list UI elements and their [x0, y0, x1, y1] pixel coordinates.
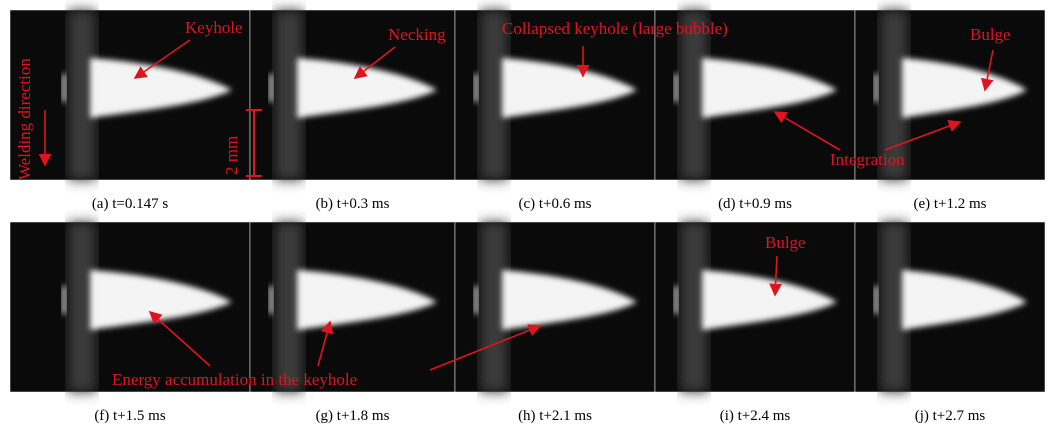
plate-edge	[474, 74, 478, 102]
annotation: Integration	[830, 150, 905, 169]
plate-edge	[674, 286, 678, 314]
caption: (f) t+1.5 ms	[94, 408, 166, 424]
annotation: Necking	[388, 25, 446, 44]
caption: (b) t+0.3 ms	[316, 196, 390, 212]
caption: (h) t+2.1 ms	[518, 408, 592, 424]
plate-edge	[874, 74, 878, 102]
caption: (a) t=0.147 s	[92, 196, 169, 212]
caption: (g) t+1.8 ms	[316, 408, 390, 424]
figure: (a) t=0.147 s (b) t+0.3 ms (c) t+0.6 ms (d)…	[0, 0, 1051, 432]
plate-edge	[474, 286, 478, 314]
annotation: Bulge	[765, 233, 806, 252]
panels: (a) t=0.147 s (b) t+0.3 ms (c) t+0.6 ms (d)…	[10, 10, 1045, 424]
page: (a) t=0.147 s (b) t+0.3 ms (c) t+0.6 ms (d)…	[0, 0, 1051, 432]
annotation: Energy accumulation in the keyhole	[112, 370, 357, 389]
caption: (d) t+0.9 ms	[718, 196, 792, 212]
plate-edge	[269, 286, 273, 314]
plate-edge	[62, 74, 66, 102]
caption: (c) t+0.6 ms	[518, 196, 591, 212]
caption: (j) t+2.7 ms	[915, 408, 986, 424]
caption: (i) t+2.4 ms	[720, 408, 791, 424]
plate-edge	[269, 74, 273, 102]
annotation: Collapsed keyhole (large bubble)	[502, 19, 728, 38]
plate-edge	[62, 286, 66, 314]
annotation: Bulge	[970, 25, 1011, 44]
caption: (e) t+1.2 ms	[913, 196, 986, 212]
plate-edge	[674, 74, 678, 102]
annotation: 2 mm	[222, 136, 241, 175]
annotation: Keyhole	[185, 18, 243, 37]
annotation: Welding direction	[15, 58, 34, 180]
plate-edge	[874, 286, 878, 314]
